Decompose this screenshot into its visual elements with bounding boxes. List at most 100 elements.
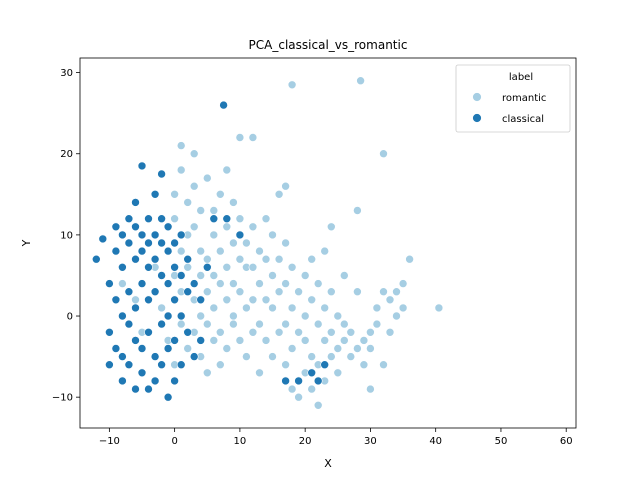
point-classical xyxy=(144,214,153,223)
point-romantic xyxy=(326,287,336,297)
point-romantic xyxy=(281,360,290,370)
point-romantic xyxy=(222,344,232,353)
point-romantic xyxy=(222,222,232,232)
point-romantic xyxy=(189,181,199,191)
point-romantic xyxy=(326,352,336,361)
point-classical xyxy=(131,303,140,313)
point-classical xyxy=(176,311,186,321)
point-romantic xyxy=(255,279,264,288)
point-romantic xyxy=(229,198,238,207)
point-classical xyxy=(124,360,134,370)
point-classical xyxy=(105,327,114,337)
point-romantic xyxy=(261,214,271,223)
y-axis-ticks: −10 0 10 20 30 xyxy=(52,68,80,404)
point-romantic xyxy=(189,222,199,232)
point-classical xyxy=(105,279,114,288)
point-classical xyxy=(163,392,173,402)
point-romantic xyxy=(235,336,245,345)
point-romantic xyxy=(203,173,212,183)
point-classical xyxy=(176,230,186,240)
point-romantic xyxy=(131,295,140,305)
x-tick-label: 20 xyxy=(299,436,312,447)
point-classical xyxy=(196,336,205,345)
point-romantic xyxy=(379,360,388,370)
legend-marker-classical xyxy=(472,113,482,123)
point-romantic xyxy=(287,384,297,394)
point-classical xyxy=(157,169,166,179)
point-romantic xyxy=(353,344,362,353)
point-classical xyxy=(163,222,173,232)
point-romantic xyxy=(274,327,284,337)
point-classical xyxy=(105,360,114,370)
point-romantic xyxy=(320,303,330,313)
point-classical xyxy=(163,246,173,256)
point-romantic xyxy=(392,287,401,297)
point-romantic xyxy=(248,133,258,142)
point-classical xyxy=(163,311,173,321)
point-classical xyxy=(157,238,166,248)
point-romantic xyxy=(300,311,310,321)
point-classical xyxy=(150,190,160,199)
point-romantic xyxy=(339,271,349,280)
point-classical xyxy=(131,254,140,264)
point-romantic xyxy=(274,254,284,264)
point-romantic xyxy=(248,262,258,272)
point-romantic xyxy=(320,336,330,345)
point-romantic xyxy=(300,336,310,345)
point-romantic xyxy=(209,271,219,280)
x-tick-label: 50 xyxy=(495,436,508,447)
point-romantic xyxy=(366,327,375,337)
point-romantic xyxy=(274,287,284,297)
x-tick-label: 60 xyxy=(560,436,573,447)
point-romantic xyxy=(203,319,212,329)
point-romantic xyxy=(118,279,127,288)
point-classical xyxy=(150,352,160,361)
point-classical xyxy=(118,376,127,386)
point-classical xyxy=(131,222,140,232)
point-romantic xyxy=(366,344,375,353)
point-classical xyxy=(170,238,179,248)
point-romantic xyxy=(216,190,225,199)
point-classical xyxy=(157,360,166,370)
point-classical xyxy=(189,279,199,288)
point-romantic xyxy=(313,279,323,288)
point-romantic xyxy=(326,327,336,337)
point-classical xyxy=(170,376,179,386)
legend-label-classical: classical xyxy=(502,114,544,125)
point-romantic xyxy=(281,279,290,288)
point-romantic xyxy=(176,141,186,150)
point-classical xyxy=(150,230,160,240)
point-romantic xyxy=(356,76,365,85)
point-classical xyxy=(196,295,205,305)
point-romantic xyxy=(170,190,179,199)
point-classical xyxy=(189,352,199,361)
point-romantic xyxy=(287,303,297,313)
point-classical xyxy=(235,230,245,240)
point-romantic xyxy=(307,295,317,305)
point-romantic xyxy=(294,287,303,297)
point-romantic xyxy=(196,206,205,215)
point-romantic xyxy=(392,311,401,321)
point-romantic xyxy=(216,279,225,288)
point-classical xyxy=(150,376,160,386)
point-romantic xyxy=(196,246,205,256)
point-romantic xyxy=(268,271,277,280)
point-romantic xyxy=(176,165,186,175)
point-classical xyxy=(313,376,323,386)
point-romantic xyxy=(248,222,258,232)
point-romantic xyxy=(170,214,179,223)
point-romantic xyxy=(222,262,232,272)
point-classical xyxy=(183,254,192,264)
point-classical xyxy=(118,352,127,361)
point-classical xyxy=(98,234,108,244)
legend-box xyxy=(455,64,571,133)
point-classical xyxy=(131,384,140,394)
point-classical xyxy=(144,327,153,337)
point-classical xyxy=(307,368,317,378)
point-romantic xyxy=(242,238,251,248)
point-romantic xyxy=(268,352,277,361)
y-axis-label: Y xyxy=(20,239,33,247)
point-classical xyxy=(222,214,232,223)
point-romantic xyxy=(307,384,317,394)
point-romantic xyxy=(216,246,225,256)
